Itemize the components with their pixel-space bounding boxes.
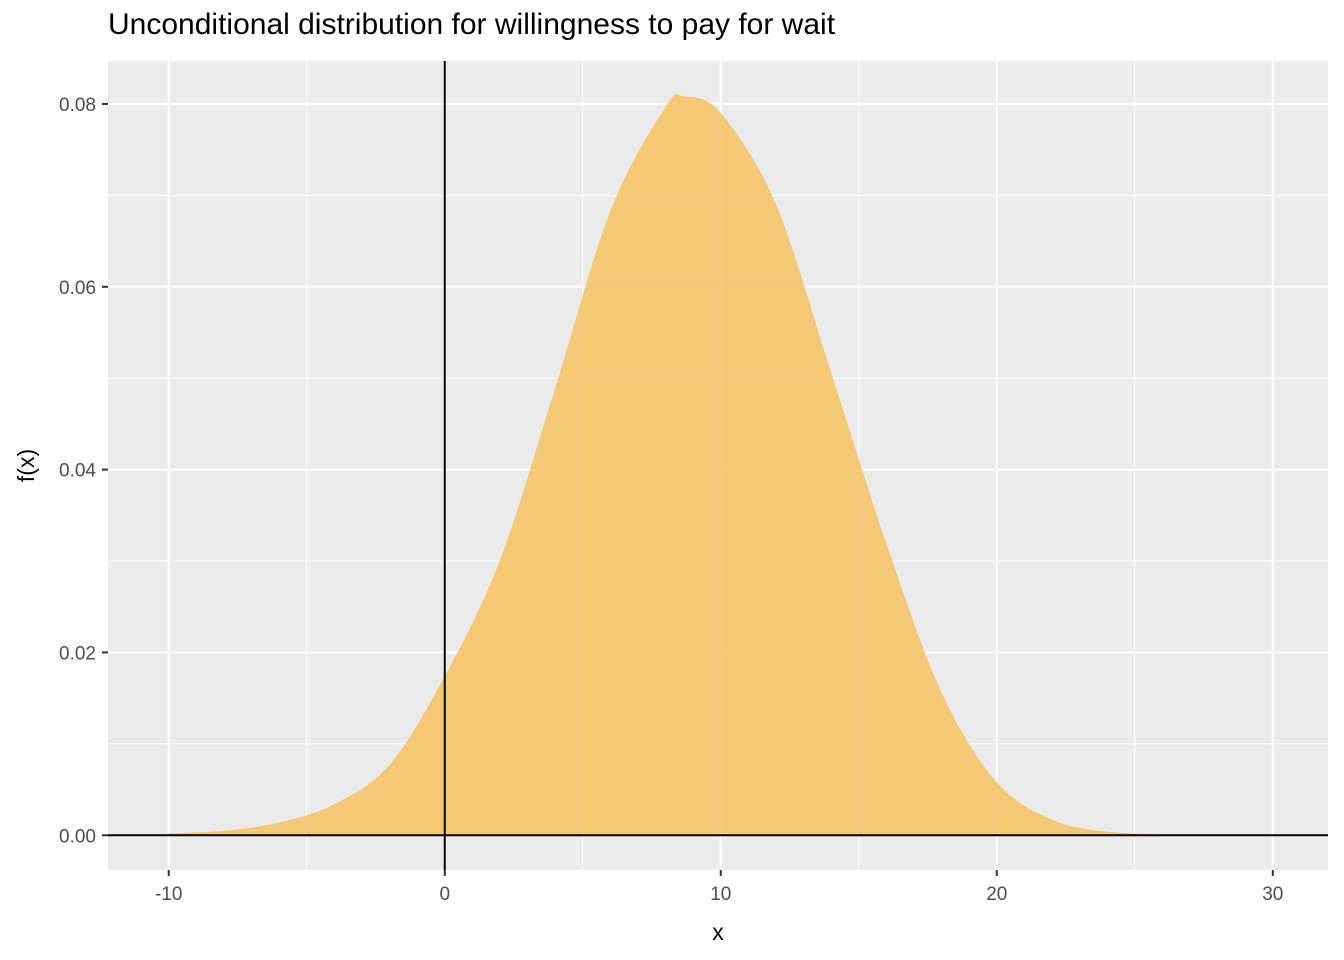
series-layer — [168, 94, 1273, 836]
x-tick-label: 30 — [1262, 884, 1283, 905]
x-tick-label: 20 — [986, 884, 1007, 905]
y-tick-label: 0.00 — [59, 826, 96, 847]
x-axis-title: x — [712, 919, 724, 945]
y-axis: 0.00 0.02 0.04 0.06 0.08 — [59, 95, 108, 847]
y-tick-label: 0.06 — [59, 278, 96, 299]
x-tick-label: -10 — [155, 884, 182, 905]
chart-title: Unconditional distribution for willingne… — [108, 8, 836, 41]
y-axis-title: f(x) — [13, 449, 39, 482]
reference-lines — [108, 61, 1328, 870]
y-tick-label: 0.02 — [59, 643, 96, 664]
x-tick-label: 10 — [710, 884, 731, 905]
density-area — [168, 94, 1273, 836]
x-tick-label: 0 — [439, 884, 450, 905]
y-tick-label: 0.04 — [59, 461, 96, 482]
x-axis: -10 0 10 20 30 — [155, 870, 1283, 905]
y-tick-label: 0.08 — [59, 95, 96, 116]
